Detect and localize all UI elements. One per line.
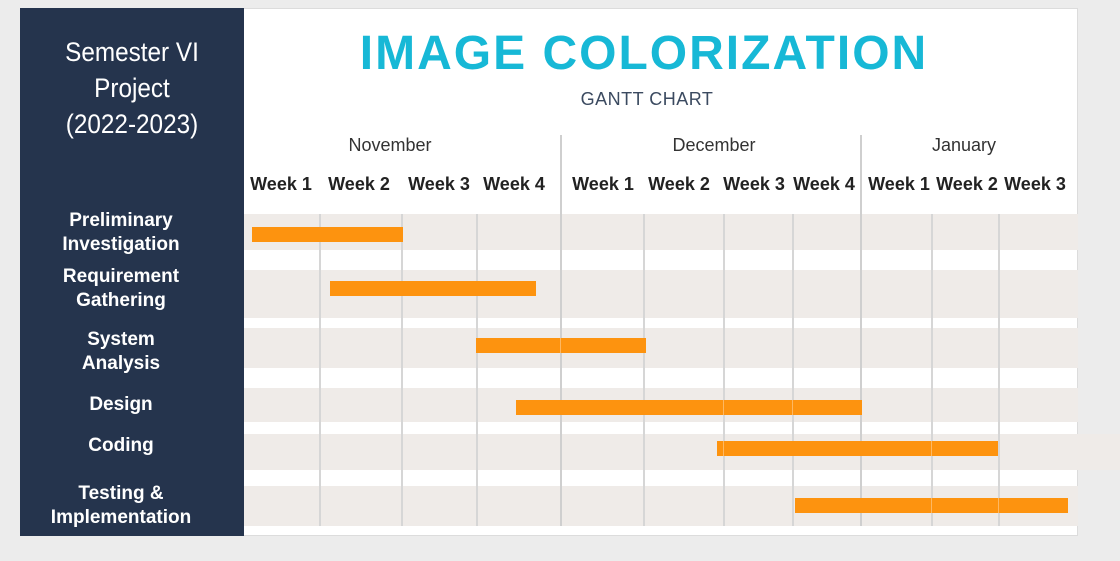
week-header: Week 3 [723, 174, 785, 194]
gantt-bar-design [516, 400, 862, 415]
task-label: Preliminary Investigation [62, 210, 180, 255]
week-header: Week 3 [1004, 174, 1066, 194]
week-header: Week 1 [572, 174, 634, 194]
month-divider [560, 135, 562, 526]
task-label: System Analysis [81, 329, 161, 374]
grid-line [998, 214, 1000, 526]
week-header: Week 1 [868, 174, 930, 194]
grid-line [319, 214, 321, 526]
gantt-bar-preliminary-investigation [252, 227, 403, 242]
month-header: January [931, 135, 997, 155]
bar-grid-tick [560, 338, 561, 353]
bar-grid-tick [723, 441, 724, 456]
bar-grid-tick [723, 400, 724, 415]
grid-line [643, 214, 645, 526]
project-title-line: Project [94, 73, 170, 103]
bar-grid-tick [931, 498, 932, 513]
week-header: Week 2 [936, 174, 998, 194]
gantt-bar-testing-implementation [795, 498, 1068, 513]
grid-line [401, 214, 403, 526]
week-header: Week 2 [328, 174, 390, 194]
task-row-band [244, 328, 1078, 368]
grid-line [792, 214, 794, 526]
gantt-bar-system-analysis [476, 338, 646, 353]
sidebar-panel: Semester VI Project (2022-2023) [20, 8, 244, 536]
month-header: November [348, 135, 432, 155]
bar-grid-tick [931, 441, 932, 456]
week-header: Week 4 [483, 174, 545, 194]
grid-line [723, 214, 725, 526]
week-header: Week 3 [408, 174, 470, 194]
project-title-line: Semester VI [65, 37, 199, 67]
page-subtitle: GANTT CHART [580, 89, 714, 109]
week-header: Week 2 [648, 174, 710, 194]
week-header: Week 1 [250, 174, 312, 194]
task-label: Testing & Implementation [50, 483, 192, 528]
project-title-line: (2022-2023) [65, 109, 199, 139]
page-title: IMAGE COLORIZATION [359, 27, 929, 80]
project-title: Semester VI Project (2022-2023) [31, 34, 233, 142]
week-header: Week 4 [793, 174, 855, 194]
grid-line [931, 214, 933, 526]
gantt-bar-requirement-gathering [330, 281, 536, 296]
month-header: December [672, 135, 756, 155]
grid-line [476, 214, 478, 526]
task-label: Design [89, 394, 153, 415]
bar-grid-tick [792, 400, 793, 415]
task-label: Coding [88, 435, 154, 456]
task-label: Requirement Gathering [62, 266, 180, 311]
bar-grid-tick [998, 498, 999, 513]
month-divider [860, 135, 862, 526]
gantt-bar-coding [717, 441, 998, 456]
